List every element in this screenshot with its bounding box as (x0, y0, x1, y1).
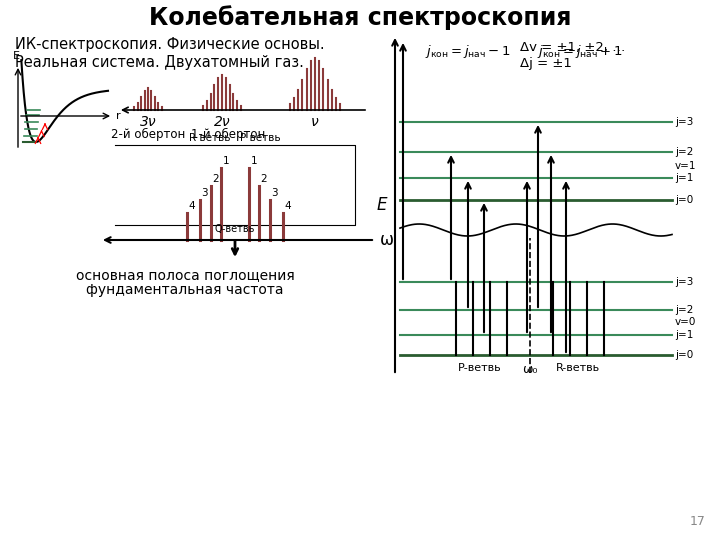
Text: v=0: v=0 (675, 317, 696, 327)
Text: r: r (116, 111, 121, 121)
Text: E: E (12, 51, 19, 61)
Text: R-ветвь: R-ветвь (556, 363, 600, 373)
Text: 1: 1 (222, 156, 229, 166)
Text: 2ν: 2ν (214, 115, 230, 129)
Text: 3: 3 (202, 188, 208, 198)
Text: 2: 2 (212, 174, 219, 184)
Text: 1: 1 (251, 156, 257, 166)
Text: Р-ветвь: Р-ветвь (458, 363, 502, 373)
Text: 4: 4 (189, 201, 195, 211)
Text: фундаментальная частота: фундаментальная частота (86, 283, 284, 297)
Text: j=1: j=1 (675, 173, 693, 183)
Text: ИК-спектроскопия. Физические основы.: ИК-спектроскопия. Физические основы. (15, 37, 325, 52)
Text: $j_{\rm кон}=j_{\rm нач}+1$: $j_{\rm кон}=j_{\rm нач}+1$ (537, 43, 623, 60)
Text: j=2: j=2 (675, 147, 693, 157)
Text: основная полоса поглощения: основная полоса поглощения (76, 268, 294, 282)
Text: 17: 17 (690, 515, 706, 528)
Text: j=2: j=2 (675, 305, 693, 315)
Text: 2-й обертон: 2-й обертон (111, 128, 185, 141)
Text: Р ветвь: Р ветвь (240, 133, 280, 143)
Text: Q-ветвь: Q-ветвь (215, 224, 255, 234)
Text: v=1: v=1 (675, 161, 696, 171)
Text: 3ν: 3ν (140, 115, 156, 129)
Text: E: E (377, 196, 387, 214)
Text: j=3: j=3 (675, 277, 693, 287)
Text: Δv = ±1, ±2, …: Δv = ±1, ±2, … (520, 40, 626, 53)
Text: ω₀: ω₀ (522, 363, 538, 376)
Text: R ветвь: R ветвь (189, 133, 230, 143)
Text: j=0: j=0 (675, 350, 693, 360)
Text: j=1: j=1 (675, 330, 693, 340)
Text: 2: 2 (261, 174, 267, 184)
Text: ω: ω (380, 231, 394, 249)
Text: Реальная система. Двухатомный газ.: Реальная система. Двухатомный газ. (15, 55, 304, 70)
Text: ν: ν (311, 115, 319, 129)
Text: Δj = ±1: Δj = ±1 (520, 57, 572, 70)
Text: 4: 4 (284, 201, 291, 211)
Text: j=3: j=3 (675, 117, 693, 127)
Text: 1-й обертон: 1-й обертон (191, 128, 265, 141)
Text: Колебательная спектроскопия: Колебательная спектроскопия (149, 5, 571, 30)
Text: $j_{\rm кон}=j_{\rm нач}-1$: $j_{\rm кон}=j_{\rm нач}-1$ (425, 43, 511, 60)
Text: 3: 3 (271, 188, 278, 198)
Text: j=0: j=0 (675, 195, 693, 205)
